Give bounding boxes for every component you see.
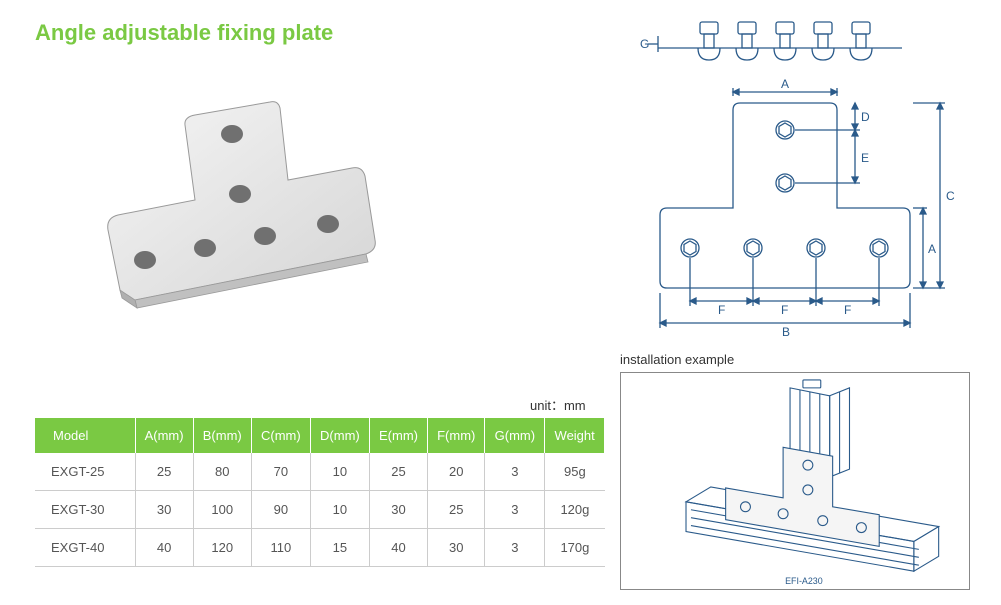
install-example-drawing: EFI-A230 — [620, 372, 970, 590]
th-f: F(mm) — [428, 418, 485, 453]
cell: EXGT-25 — [35, 453, 135, 491]
th-e: E(mm) — [369, 418, 427, 453]
unit-label: unit：mm — [530, 395, 586, 414]
cell: 20 — [428, 453, 485, 491]
th-model: Model — [35, 418, 135, 453]
cell: 40 — [369, 529, 427, 567]
dim-label-c: C — [946, 189, 955, 203]
cell: 25 — [428, 491, 485, 529]
cell: 100 — [193, 491, 251, 529]
cell: 15 — [310, 529, 369, 567]
cell: EXGT-40 — [35, 529, 135, 567]
cell: 10 — [310, 453, 369, 491]
cell: 95g — [545, 453, 605, 491]
th-c: C(mm) — [251, 418, 310, 453]
th-weight: Weight — [545, 418, 605, 453]
front-t-view: A D E C A — [660, 77, 955, 339]
cell: 25 — [135, 453, 193, 491]
cell: 3 — [485, 491, 545, 529]
cell: 170g — [545, 529, 605, 567]
dim-label-a-side: A — [928, 242, 936, 256]
install-example-label: installation example — [620, 352, 734, 367]
table-row: EXGT-40 40 120 110 15 40 30 3 170g — [35, 529, 605, 567]
dim-label-d: D — [861, 110, 870, 124]
page-title: Angle adjustable fixing plate — [35, 20, 333, 46]
cell: 120 — [193, 529, 251, 567]
top-profile-view: G — [640, 22, 902, 60]
dim-label-a-top: A — [781, 77, 789, 91]
dim-label-f1: F — [718, 303, 725, 317]
th-a: A(mm) — [135, 418, 193, 453]
cell: 120g — [545, 491, 605, 529]
title-text: Angle adjustable fixing plate — [35, 20, 333, 45]
dim-label-b: B — [782, 325, 790, 339]
cell: 90 — [251, 491, 310, 529]
table-row: EXGT-25 25 80 70 10 25 20 3 95g — [35, 453, 605, 491]
table-row: EXGT-30 30 100 90 10 30 25 3 120g — [35, 491, 605, 529]
dim-label-f3: F — [844, 303, 851, 317]
install-ref-label: EFI-A230 — [785, 576, 823, 586]
cell: 30 — [369, 491, 427, 529]
cell: EXGT-30 — [35, 491, 135, 529]
technical-drawing: G A — [620, 8, 970, 348]
th-b: B(mm) — [193, 418, 251, 453]
th-d: D(mm) — [310, 418, 369, 453]
cell: 110 — [251, 529, 310, 567]
cell: 30 — [135, 491, 193, 529]
cell: 40 — [135, 529, 193, 567]
dim-label-e: E — [861, 151, 869, 165]
product-isometric-view — [80, 80, 380, 360]
cell: 10 — [310, 491, 369, 529]
spec-table: Model A(mm) B(mm) C(mm) D(mm) E(mm) F(mm… — [35, 418, 605, 567]
dim-label-f2: F — [781, 303, 788, 317]
cell: 25 — [369, 453, 427, 491]
cell: 30 — [428, 529, 485, 567]
cell: 3 — [485, 529, 545, 567]
cell: 70 — [251, 453, 310, 491]
cell: 3 — [485, 453, 545, 491]
cell: 80 — [193, 453, 251, 491]
dim-label-g: G — [640, 37, 649, 51]
th-g: G(mm) — [485, 418, 545, 453]
table-header-row: Model A(mm) B(mm) C(mm) D(mm) E(mm) F(mm… — [35, 418, 605, 453]
